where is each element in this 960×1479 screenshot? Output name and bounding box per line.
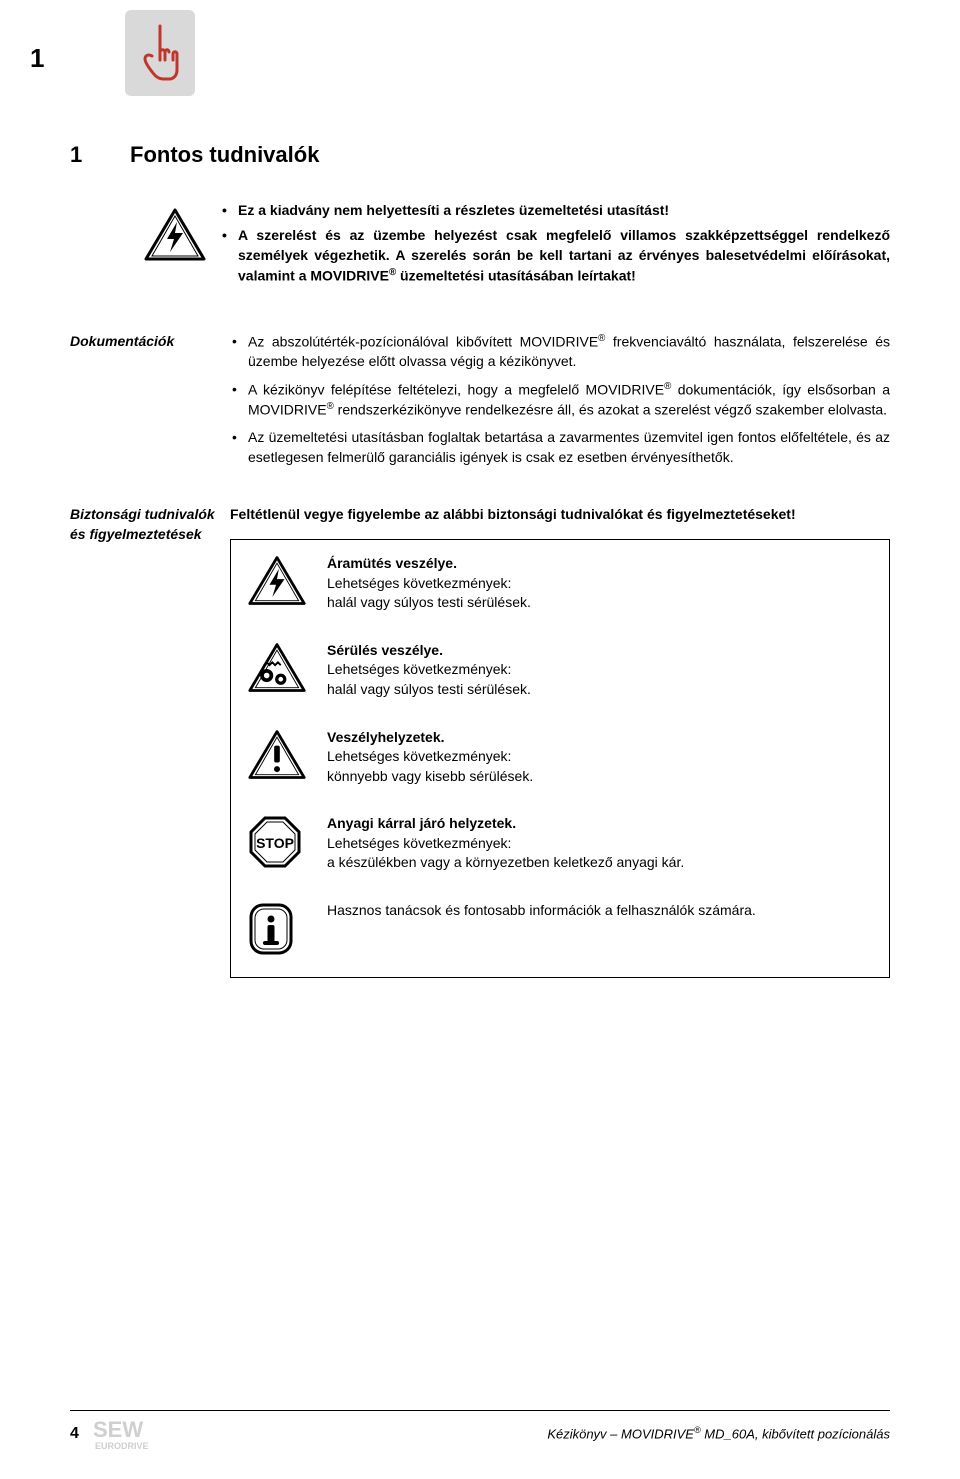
safety-heading: Biztonsági tudnivalók és figyelmeztetése… xyxy=(70,505,230,978)
docs-heading: Dokumentációk xyxy=(70,332,230,476)
docs-content: Az abszolútérték-pozícionálóval kibővíte… xyxy=(230,332,890,476)
section-number: 1 xyxy=(70,140,130,171)
hazard-text: Veszélyhelyzetek. Lehetséges következmén… xyxy=(327,728,873,787)
intro-item: Ez a kiadvány nem helyettesíti a részlet… xyxy=(220,201,890,221)
intro-text: Ez a kiadvány nem helyettesíti a részlet… xyxy=(220,201,890,292)
electric-warning-icon xyxy=(130,201,220,292)
hazard-line: Lehetséges következmények: xyxy=(327,574,873,594)
hazard-text: Áramütés veszélye. Lehetséges következmé… xyxy=(327,554,873,613)
hazard-line: a készülékben vagy a környezetben keletk… xyxy=(327,853,873,873)
hazard-line: halál vagy súlyos testi sérülések. xyxy=(327,593,873,613)
hazard-row: Veszélyhelyzetek. Lehetséges következmén… xyxy=(247,728,873,787)
hazard-text: Anyagi kárral járó helyzetek. Lehetséges… xyxy=(327,814,873,873)
page: 1 1 Fontos tudnivalók Ez a kiadvány nem … xyxy=(0,0,960,1479)
hazard-title: Anyagi kárral járó helyzetek. xyxy=(327,814,873,834)
hazard-line: Lehetséges következmények: xyxy=(327,747,873,767)
mechanical-hazard-icon xyxy=(247,641,327,695)
hazard-row: Sérülés veszélye. Lehetséges következmén… xyxy=(247,641,873,700)
hazard-row: STOP Anyagi kárral járó helyzetek. Lehet… xyxy=(247,814,873,873)
hazard-title: Veszélyhelyzetek. xyxy=(327,728,873,748)
hazard-title: Sérülés veszélye. xyxy=(327,641,873,661)
footer-doc-title: Kézikönyv – MOVIDRIVE® MD_60A, kibővítet… xyxy=(547,1424,890,1444)
hazard-line: Hasznos tanácsok és fontosabb információ… xyxy=(327,901,873,921)
caution-icon xyxy=(247,728,327,782)
hazard-line: Lehetséges következmények: xyxy=(327,834,873,854)
docs-item: Az üzemeltetési utasításban foglaltak be… xyxy=(230,428,890,467)
intro-item: A szerelést és az üzembe helyezést csak … xyxy=(220,226,890,285)
hazard-title: Áramütés veszélye. xyxy=(327,554,873,574)
hand-icon xyxy=(125,10,195,96)
page-number: 4 xyxy=(70,1423,79,1445)
safety-intro: Feltétlenül vegye figyelembe az alábbi b… xyxy=(230,505,890,525)
svg-text:EURODRIVE: EURODRIVE xyxy=(95,1441,149,1451)
hazard-text: Sérülés veszélye. Lehetséges következmén… xyxy=(327,641,873,700)
hazard-text: Hasznos tanácsok és fontosabb információ… xyxy=(327,901,873,921)
safety-block: Biztonsági tudnivalók és figyelmeztetése… xyxy=(70,505,890,978)
svg-text:SEW: SEW xyxy=(93,1417,143,1442)
docs-item: Az abszolútérték-pozícionálóval kibővíte… xyxy=(230,332,890,372)
page-footer: 4 SEW EURODRIVE Kézikönyv – MOVIDRIVE® M… xyxy=(70,1410,890,1451)
hazard-line: halál vagy súlyos testi sérülések. xyxy=(327,680,873,700)
docs-item: A kézikönyv felépítése feltételezi, hogy… xyxy=(230,380,890,421)
chapter-corner-number: 1 xyxy=(30,40,44,76)
stop-icon: STOP xyxy=(247,814,327,870)
intro-block: Ez a kiadvány nem helyettesíti a részlet… xyxy=(130,201,890,292)
section-title: Fontos tudnivalók xyxy=(130,140,319,171)
safety-table: Áramütés veszélye. Lehetséges következmé… xyxy=(230,539,890,978)
documentation-block: Dokumentációk Az abszolútérték-pozícioná… xyxy=(70,332,890,476)
shock-hazard-icon xyxy=(247,554,327,608)
section-heading: 1 Fontos tudnivalók xyxy=(70,140,890,171)
hazard-row: Áramütés veszélye. Lehetséges következmé… xyxy=(247,554,873,613)
info-icon xyxy=(247,901,327,957)
hazard-line: Lehetséges következmények: xyxy=(327,660,873,680)
hazard-line: könnyebb vagy kisebb sérülések. xyxy=(327,767,873,787)
hazard-row: Hasznos tanácsok és fontosabb információ… xyxy=(247,901,873,957)
safety-content: Feltétlenül vegye figyelembe az alábbi b… xyxy=(230,505,890,978)
svg-text:STOP: STOP xyxy=(256,835,294,851)
sew-logo: SEW EURODRIVE xyxy=(93,1417,203,1451)
